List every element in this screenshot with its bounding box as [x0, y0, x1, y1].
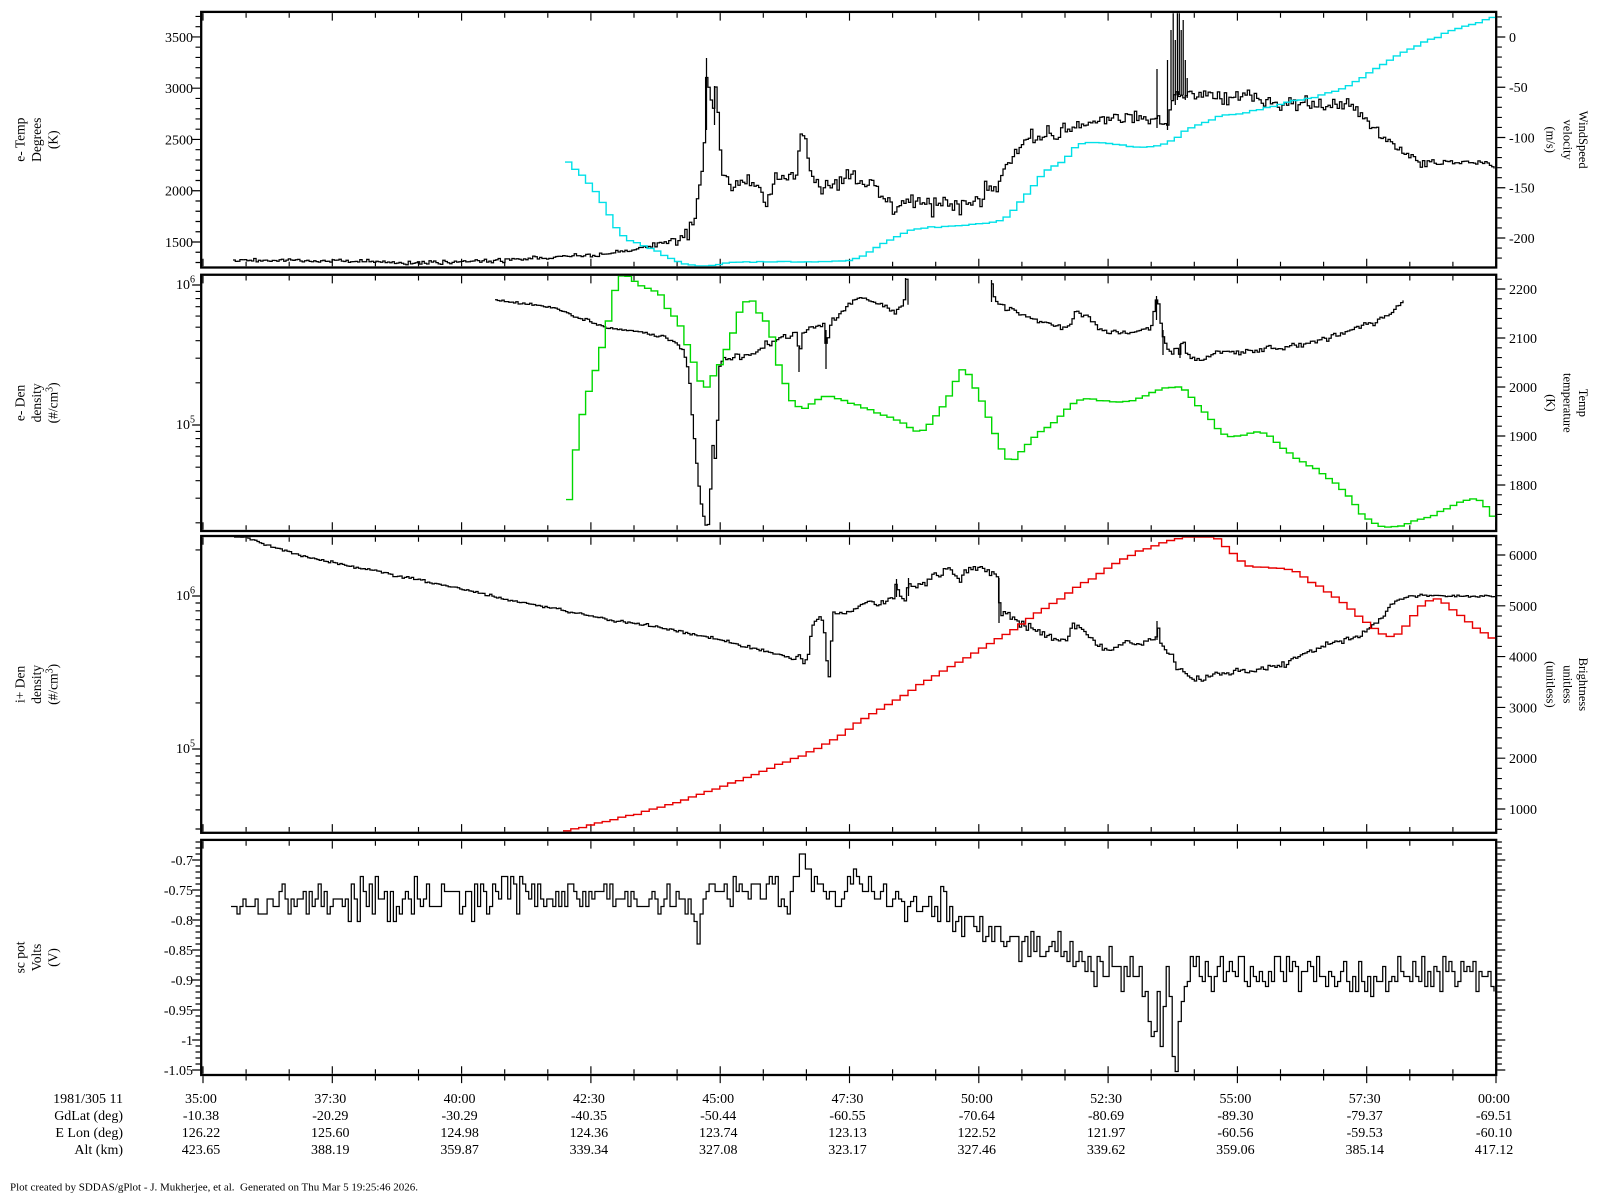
svg-text:unitless: unitless	[1561, 665, 1575, 703]
svg-text:-0.85: -0.85	[164, 944, 193, 959]
svg-text:-60.55: -60.55	[829, 1109, 865, 1124]
svg-text:339.34: 339.34	[570, 1143, 609, 1158]
svg-text:density: density	[29, 665, 44, 704]
svg-text:(m/s): (m/s)	[1544, 127, 1558, 153]
svg-text:1000: 1000	[1509, 803, 1537, 818]
svg-text:1900: 1900	[1509, 430, 1537, 445]
svg-text:-10.38: -10.38	[183, 1109, 219, 1124]
svg-text:temperature: temperature	[1561, 373, 1575, 433]
svg-text:Temp: Temp	[1576, 389, 1590, 417]
svg-text:47:30: 47:30	[832, 1092, 864, 1107]
svg-text:(V): (V)	[46, 948, 61, 967]
svg-text:-70.64: -70.64	[959, 1109, 995, 1124]
svg-text:2100: 2100	[1509, 332, 1537, 347]
svg-text:323.17: 323.17	[828, 1143, 867, 1158]
svg-text:3000: 3000	[1509, 701, 1537, 716]
svg-text:125.60: 125.60	[311, 1126, 350, 1141]
svg-text:124.36: 124.36	[570, 1126, 609, 1141]
svg-text:-89.30: -89.30	[1217, 1109, 1253, 1124]
svg-text:40:00: 40:00	[444, 1092, 476, 1107]
svg-text:359.87: 359.87	[440, 1143, 479, 1158]
svg-text:123.13: 123.13	[828, 1126, 867, 1141]
svg-text:E Lon (deg): E Lon (deg)	[55, 1126, 123, 1141]
svg-text:-60.10: -60.10	[1476, 1126, 1512, 1141]
svg-text:124.98: 124.98	[440, 1126, 479, 1141]
svg-text:37:30: 37:30	[314, 1092, 346, 1107]
svg-text:2200: 2200	[1509, 283, 1537, 298]
svg-text:359.06: 359.06	[1216, 1143, 1255, 1158]
svg-text:-20.29: -20.29	[312, 1109, 348, 1124]
svg-text:3000: 3000	[165, 82, 193, 97]
svg-text:55:00: 55:00	[1219, 1092, 1251, 1107]
svg-text:2000: 2000	[1509, 381, 1537, 396]
svg-text:4000: 4000	[1509, 651, 1537, 666]
svg-text:327.08: 327.08	[699, 1143, 738, 1158]
svg-text:-40.35: -40.35	[571, 1109, 607, 1124]
svg-text:-69.51: -69.51	[1476, 1109, 1512, 1124]
svg-text:423.65: 423.65	[182, 1143, 221, 1158]
svg-text:(#/cm3): (#/cm3)	[45, 664, 61, 705]
svg-text:0: 0	[1509, 31, 1516, 46]
svg-text:123.74: 123.74	[699, 1126, 738, 1141]
svg-text:122.52: 122.52	[958, 1126, 997, 1141]
svg-text:Alt (km): Alt (km)	[74, 1143, 123, 1158]
svg-text:(unitless): (unitless)	[1544, 661, 1558, 708]
svg-text:WindSpeed: WindSpeed	[1576, 111, 1590, 170]
svg-text:(#/cm3): (#/cm3)	[45, 382, 61, 423]
svg-text:1500: 1500	[165, 236, 193, 251]
svg-text:52:30: 52:30	[1090, 1092, 1122, 1107]
svg-text:velocity: velocity	[1561, 120, 1575, 161]
svg-text:Plot created by SDDAS/gPlot -: Plot created by SDDAS/gPlot - J. Mukherj…	[10, 1182, 418, 1194]
svg-text:417.12: 417.12	[1475, 1143, 1514, 1158]
svg-text:-1: -1	[181, 1034, 193, 1049]
svg-text:-150: -150	[1509, 182, 1535, 197]
svg-text:-60.56: -60.56	[1217, 1126, 1253, 1141]
svg-text:45:00: 45:00	[702, 1092, 734, 1107]
svg-text:i+ Den: i+ Den	[13, 666, 28, 703]
svg-text:2000: 2000	[1509, 752, 1537, 767]
svg-text:50:00: 50:00	[961, 1092, 993, 1107]
svg-text:e- Temp: e- Temp	[13, 117, 28, 161]
svg-text:42:30: 42:30	[573, 1092, 605, 1107]
svg-text:-50.44: -50.44	[700, 1109, 736, 1124]
svg-text:-0.75: -0.75	[164, 884, 193, 899]
svg-text:(K): (K)	[1544, 394, 1558, 411]
svg-text:-30.29: -30.29	[442, 1109, 478, 1124]
svg-text:-0.9: -0.9	[171, 974, 193, 989]
svg-text:-100: -100	[1509, 132, 1535, 147]
svg-text:339.62: 339.62	[1087, 1143, 1126, 1158]
svg-text:GdLat (deg): GdLat (deg)	[54, 1109, 123, 1124]
svg-text:sc pot: sc pot	[13, 941, 28, 973]
svg-text:6000: 6000	[1509, 549, 1537, 564]
svg-text:e- Den: e- Den	[13, 384, 28, 421]
svg-text:385.14: 385.14	[1345, 1143, 1384, 1158]
svg-text:-59.53: -59.53	[1347, 1126, 1383, 1141]
svg-text:-1.05: -1.05	[164, 1064, 193, 1079]
svg-text:35:00: 35:00	[185, 1092, 217, 1107]
svg-text:Degrees: Degrees	[29, 118, 44, 162]
svg-text:Brightness: Brightness	[1576, 658, 1590, 712]
svg-text:1800: 1800	[1509, 479, 1537, 494]
svg-text:5000: 5000	[1509, 600, 1537, 615]
svg-text:-80.69: -80.69	[1088, 1109, 1124, 1124]
svg-text:-79.37: -79.37	[1347, 1109, 1383, 1124]
svg-text:1981/305 11: 1981/305 11	[53, 1092, 123, 1107]
svg-text:3500: 3500	[165, 31, 193, 46]
svg-text:121.97: 121.97	[1087, 1126, 1126, 1141]
svg-text:00:00: 00:00	[1478, 1092, 1510, 1107]
svg-text:327.46: 327.46	[958, 1143, 997, 1158]
svg-text:-0.8: -0.8	[171, 914, 193, 929]
svg-text:126.22: 126.22	[182, 1126, 221, 1141]
svg-text:(K): (K)	[46, 130, 61, 149]
svg-text:Volts: Volts	[29, 944, 44, 972]
svg-text:-50: -50	[1509, 81, 1528, 96]
svg-text:density: density	[29, 383, 44, 422]
svg-text:2500: 2500	[165, 134, 193, 149]
svg-text:-0.7: -0.7	[171, 854, 193, 869]
svg-text:-200: -200	[1509, 232, 1535, 247]
svg-text:388.19: 388.19	[311, 1143, 350, 1158]
svg-text:2000: 2000	[165, 185, 193, 200]
svg-text:57:30: 57:30	[1349, 1092, 1381, 1107]
svg-text:-0.95: -0.95	[164, 1004, 193, 1019]
